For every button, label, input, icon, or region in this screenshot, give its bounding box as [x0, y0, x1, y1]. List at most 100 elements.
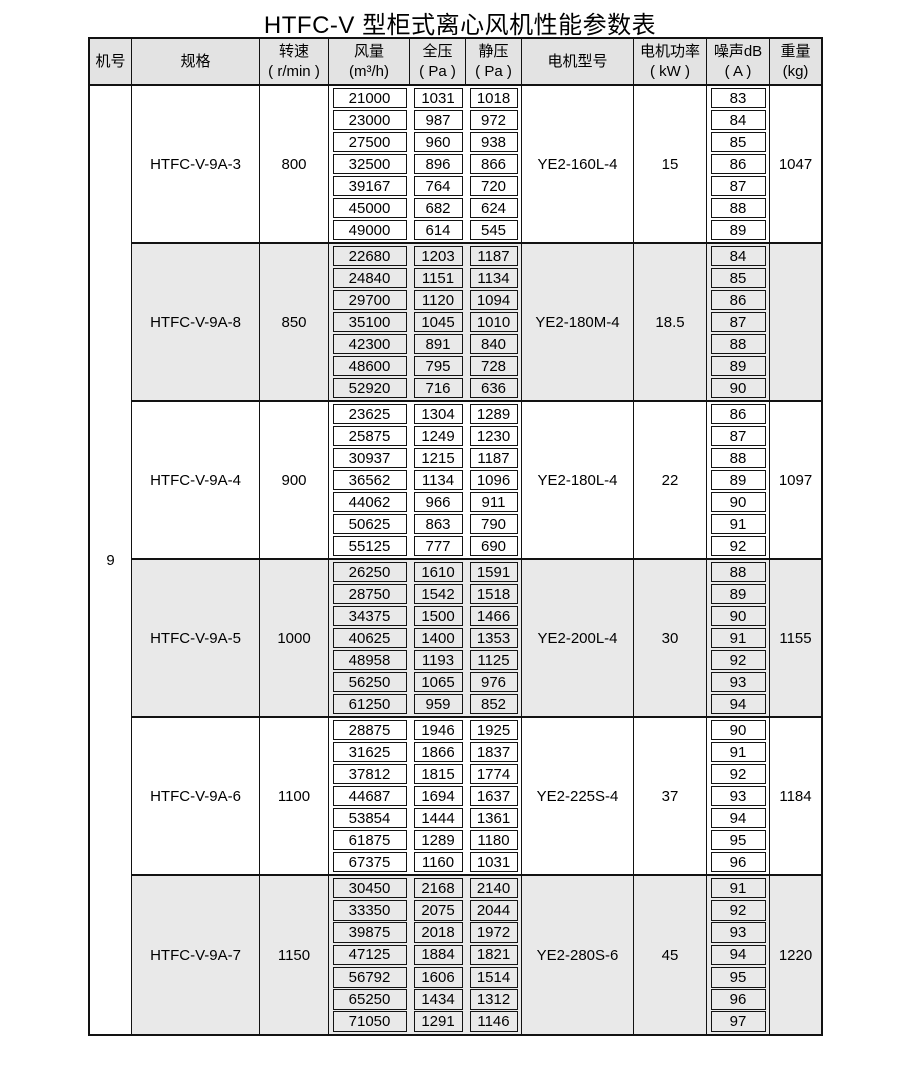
total-pressure-cell: 1444: [413, 807, 463, 829]
total-pressure-cell: 2168: [413, 877, 463, 899]
header-unit-noise: ( A ): [724, 62, 752, 80]
airflow-cell: 42300: [332, 333, 407, 355]
noise-cell: 89: [710, 583, 766, 605]
noise-cell: 87: [710, 175, 766, 197]
static-pressure-cell: 1361: [469, 807, 518, 829]
static-pressure-cell: 1146: [469, 1011, 518, 1033]
header-cell-machine_no: 机号: [90, 39, 132, 84]
static-pressure-cell: 1821: [469, 944, 518, 966]
header-unit-weight: (kg): [782, 62, 809, 80]
total-pressure-cell: 1203: [413, 245, 463, 267]
static-pressure-cell: 690: [469, 535, 518, 557]
header-label-spec: 规格: [180, 52, 211, 70]
noise-cell: 95: [710, 829, 766, 851]
static-pressure-cell: 1134: [469, 267, 518, 289]
airflow-cell: 50625: [332, 513, 407, 535]
total-pressure-column: 1946 1866 1815 1694 1444 1289 1160: [410, 718, 466, 874]
total-pressure-cell: 1610: [413, 561, 463, 583]
airflow-column: 22680 24840 29700 35100 42300 48600 52920: [329, 244, 410, 400]
noise-cell: 93: [710, 785, 766, 807]
total-pressure-cell: 1542: [413, 583, 463, 605]
noise-cell: 92: [710, 900, 766, 921]
static-pressure-column: 1289 1230 1187 1096 911 790 690: [466, 402, 522, 558]
page-title: HTFC-V 型柜式离心风机性能参数表: [263, 12, 657, 39]
noise-cell: 90: [710, 719, 766, 741]
total-pressure-column: 1031 987 960 896 764 682 614: [410, 86, 466, 242]
static-pressure-cell: 1094: [469, 289, 518, 311]
header-unit-airflow: (m³/h): [349, 62, 389, 80]
total-pressure-cell: 1291: [413, 1011, 463, 1033]
static-pressure-column: 2140 2044 1972 1821 1514 1312 1146: [466, 876, 522, 1034]
total-pressure-cell: 716: [413, 377, 463, 399]
static-pressure-cell: 1925: [469, 719, 518, 741]
total-pressure-cell: 1304: [413, 403, 463, 425]
total-pressure-cell: 1946: [413, 719, 463, 741]
total-pressure-column: 1610 1542 1500 1400 1193 1065 959: [410, 560, 466, 716]
static-pressure-cell: 1230: [469, 425, 518, 447]
total-pressure-cell: 682: [413, 197, 463, 219]
total-pressure-cell: 1249: [413, 425, 463, 447]
static-pressure-cell: 911: [469, 491, 518, 513]
airflow-cell: 30450: [332, 877, 407, 899]
total-pressure-cell: 1120: [413, 289, 463, 311]
airflow-cell: 61875: [332, 829, 407, 851]
spec-cell: HTFC-V-9A-4: [132, 402, 260, 558]
airflow-cell: 32500: [332, 153, 407, 175]
speed-cell: 850: [260, 244, 329, 400]
weight-cell: 1220: [778, 946, 813, 964]
airflow-cell: 27500: [332, 131, 407, 153]
noise-cell: 91: [710, 741, 766, 763]
static-pressure-cell: 1010: [469, 311, 518, 333]
static-pressure-cell: 1972: [469, 922, 518, 944]
motor-model-cell: YE2-200L-4: [522, 560, 634, 716]
airflow-cell: 36562: [332, 469, 407, 491]
header-label-motor_model: 电机型号: [547, 52, 608, 70]
header-unit-motor_power: ( kW ): [650, 62, 690, 80]
airflow-cell: 35100: [332, 311, 407, 333]
noise-cell: 88: [710, 447, 766, 469]
spec-groups: HTFC-V-9A-3 800 21000 23000 27500 32500 39167 4…: [132, 86, 821, 1034]
total-pressure-cell: 863: [413, 513, 463, 535]
weight-cell: 1184: [779, 787, 812, 805]
total-pressure-cell: 987: [413, 109, 463, 131]
static-pressure-cell: 1180: [469, 829, 518, 851]
noise-column: 90 91 92 93 94 95 96: [707, 718, 770, 874]
total-pressure-cell: 1193: [413, 649, 463, 671]
header-cell-motor_power: 电机功率 ( kW ): [634, 39, 707, 84]
static-pressure-cell: 2140: [469, 877, 518, 899]
noise-cell: 88: [710, 197, 766, 219]
airflow-cell: 48958: [332, 649, 407, 671]
airflow-cell: 55125: [332, 535, 407, 557]
header-label-speed: 转速: [278, 43, 309, 60]
noise-cell: 96: [710, 989, 766, 1010]
static-pressure-cell: 728: [469, 355, 518, 377]
airflow-cell: 33350: [332, 900, 407, 921]
total-pressure-cell: 614: [413, 219, 463, 241]
noise-cell: 86: [710, 153, 766, 175]
noise-column: 88 89 90 91 92 93 94: [707, 560, 770, 716]
noise-cell: 91: [710, 513, 766, 535]
airflow-cell: 21000: [332, 87, 407, 109]
motor-power-cell: 18.5: [634, 244, 707, 400]
total-pressure-cell: 1434: [413, 989, 463, 1010]
noise-cell: 88: [710, 333, 766, 355]
noise-cell: 94: [710, 693, 766, 715]
speed-cell: 1100: [260, 718, 329, 874]
airflow-cell: 37812: [332, 763, 407, 785]
airflow-cell: 56792: [332, 966, 407, 988]
noise-cell: 83: [710, 87, 766, 109]
noise-cell: 87: [710, 311, 766, 333]
noise-cell: 85: [710, 131, 766, 153]
static-pressure-cell: 1312: [469, 989, 518, 1010]
noise-cell: 89: [710, 469, 766, 491]
spec-group: HTFC-V-9A-4 900 23625 25875 30937 36562 44062 5…: [132, 402, 821, 560]
total-pressure-cell: 1151: [413, 267, 463, 289]
airflow-cell: 53854: [332, 807, 407, 829]
noise-cell: 84: [710, 109, 766, 131]
total-pressure-cell: 1694: [413, 785, 463, 807]
static-pressure-cell: 790: [469, 513, 518, 535]
noise-cell: 94: [710, 807, 766, 829]
noise-cell: 91: [710, 877, 766, 899]
spec-cell: HTFC-V-9A-6: [132, 718, 260, 874]
motor-power-cell: 37: [634, 718, 707, 874]
